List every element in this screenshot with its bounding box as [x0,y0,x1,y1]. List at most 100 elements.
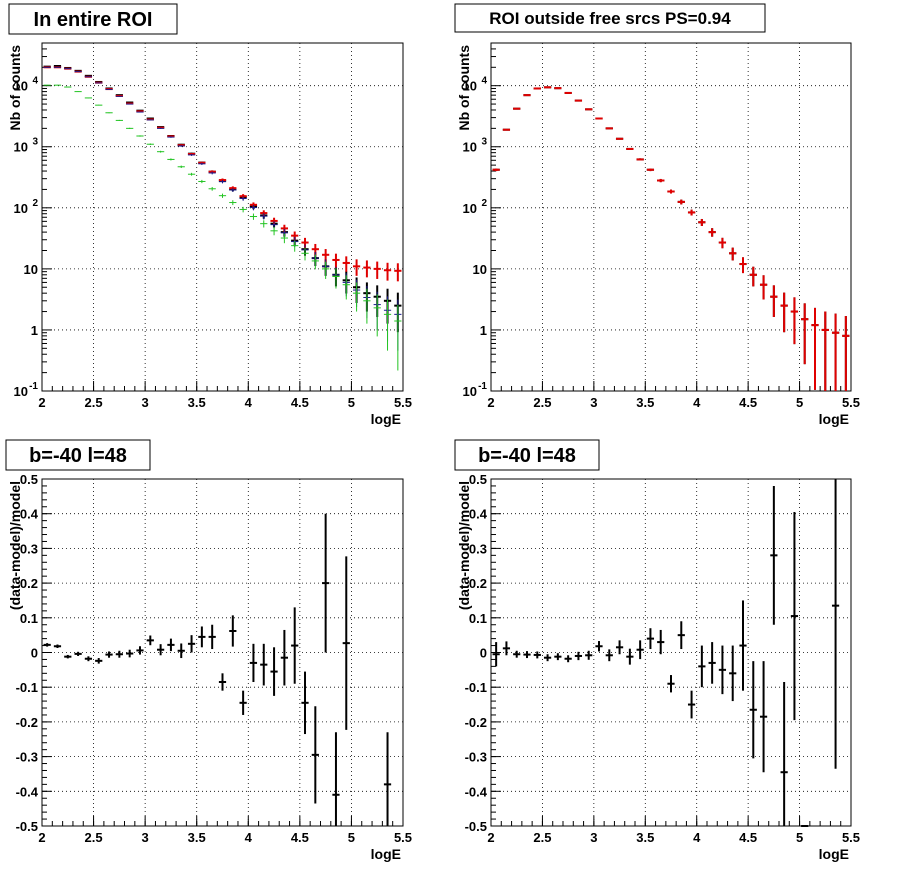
y-tick-label: -0.3 [16,750,38,765]
series-model_total [492,86,850,391]
x-tick-label: 4.5 [739,395,757,410]
y-tick-label: -0.2 [465,715,487,730]
plot-frame [490,42,852,392]
x-tick-label: 2.5 [85,395,103,410]
y-tick-exponent: 3 [481,137,487,148]
x-tick-label: 4 [245,395,253,410]
y-axis-label: Nb of counts [7,45,23,131]
x-tick-label: 3.5 [188,395,206,410]
x-tick-label: 3.5 [636,830,654,845]
x-tick-label: 4 [693,395,701,410]
x-tick-label: 4.5 [291,395,309,410]
x-tick-label: 5.5 [842,395,860,410]
series-residual [492,479,840,827]
chart-title: b=-40 l=48 [478,445,576,467]
y-tick-label: 10 [463,79,477,94]
x-tick-label: 4 [693,830,701,845]
x-tick-label: 4.5 [739,830,757,845]
y-tick-label: 0.1 [20,611,38,626]
x-tick-label: 5 [796,830,803,845]
y-tick-label: -0.1 [16,680,38,695]
x-tick-label: 2 [487,830,494,845]
y-axis-label: Nb of counts [456,45,472,131]
y-tick-label: 10 [14,201,28,216]
x-tick-label: 2.5 [533,395,551,410]
x-tick-label: 4.5 [291,830,309,845]
y-tick-label: 10 [473,262,487,277]
title-box [454,3,766,33]
y-tick-label: 0 [480,646,487,661]
x-tick-label: 3.5 [188,830,206,845]
x-tick-label: 3 [142,830,149,845]
y-tick-label: 0.1 [469,611,487,626]
y-tick-label: 1 [31,323,38,338]
y-axis-label: (data-model)/model [456,481,472,610]
y-tick-label: 0.5 [469,472,487,487]
y-axis-label: (data-model)/model [7,481,23,610]
y-tick-label: -0.3 [465,750,487,765]
y-tick-exponent: 2 [32,198,38,209]
x-tick-label: 4 [245,830,253,845]
x-tick-label: 5 [796,395,803,410]
x-tick-label: 5.5 [394,395,412,410]
x-axis-label: logE [819,411,849,427]
y-tick-label: 10 [463,201,477,216]
y-tick-label: 1 [480,323,487,338]
plot-frame [41,42,404,392]
x-tick-label: 2 [38,830,45,845]
y-tick-label: -0.2 [16,715,38,730]
series-residual [43,513,392,826]
y-tick-label: 0.4 [20,507,39,522]
y-tick-label: 10 [463,140,477,155]
y-tick-exponent: 4 [32,76,38,87]
chart-title: In entire ROI [34,9,153,31]
y-tick-label: 0.3 [20,541,38,556]
y-tick-label: 0.5 [20,472,38,487]
y-tick-label: -0.1 [465,680,487,695]
x-tick-label: 3 [142,395,149,410]
y-tick-label: 10 [14,384,28,399]
y-tick-exponent: 2 [481,198,487,209]
x-axis-label: logE [371,846,401,862]
y-tick-label: -0.5 [16,819,38,834]
series-model_green [43,84,402,371]
y-tick-label: 10 [463,384,477,399]
y-tick-label: 0 [31,646,38,661]
x-tick-label: 3.5 [636,395,654,410]
y-tick-exponent: 3 [32,137,38,148]
title-box [8,3,178,35]
x-tick-label: 2 [487,395,494,410]
y-tick-exponent: -1 [478,381,487,392]
x-axis-label: logE [819,846,849,862]
x-tick-label: 2 [38,395,45,410]
x-tick-label: 5 [348,395,355,410]
y-tick-label: -0.4 [465,784,488,799]
title-box [454,439,600,471]
y-tick-label: 0.2 [20,576,38,591]
x-tick-label: 5.5 [842,830,860,845]
y-tick-label: 10 [14,79,28,94]
y-tick-label: -0.4 [16,784,39,799]
x-tick-label: 3 [590,395,597,410]
y-tick-exponent: -1 [29,381,38,392]
x-tick-label: 2.5 [85,830,103,845]
y-tick-label: 0.3 [469,541,487,556]
x-tick-label: 5 [348,830,355,845]
x-tick-label: 2.5 [533,830,551,845]
x-tick-label: 3 [590,830,597,845]
x-axis-label: logE [371,411,401,427]
y-tick-label: 10 [24,262,38,277]
chart-title: b=-40 l=48 [29,445,127,467]
title-box [5,439,151,471]
y-tick-label: -0.5 [465,819,487,834]
y-tick-label: 10 [14,140,28,155]
y-tick-label: 0.2 [469,576,487,591]
chart-title: ROI outside free srcs PS=0.94 [489,9,731,28]
x-tick-label: 5.5 [394,830,412,845]
y-tick-label: 0.4 [469,507,488,522]
